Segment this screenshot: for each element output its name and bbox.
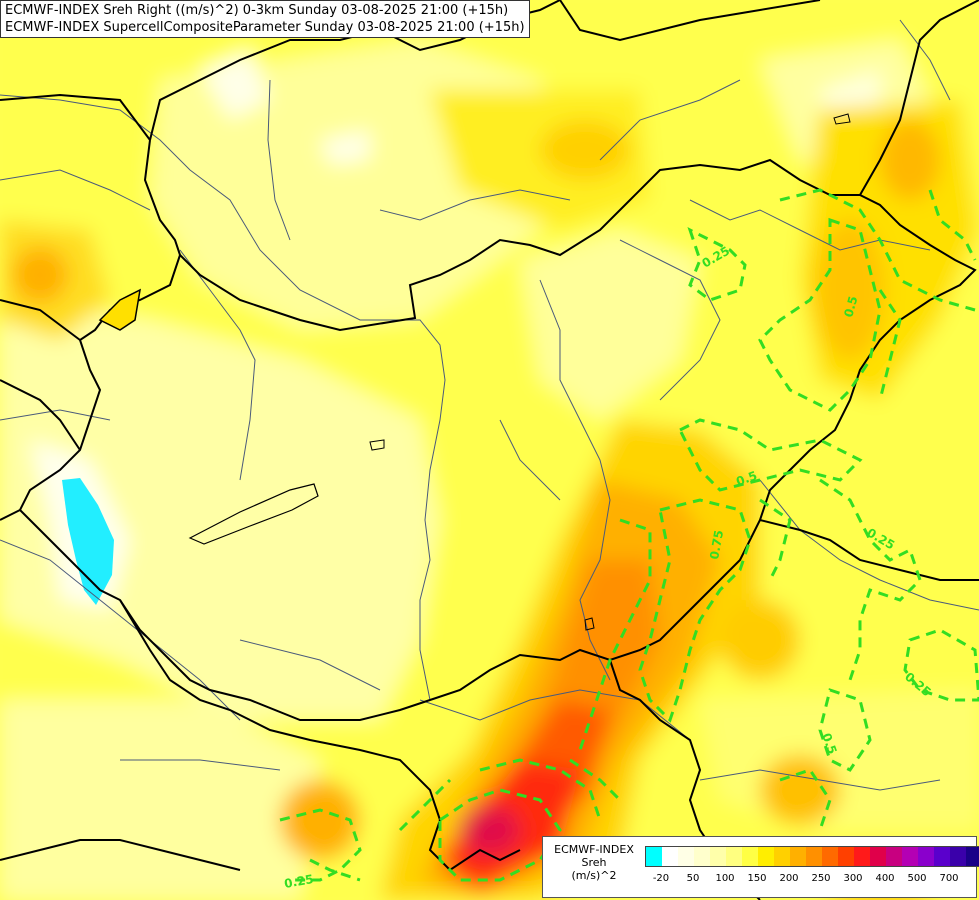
legend-swatch [966,847,979,866]
legend-swatch [726,847,742,866]
small-lake-3 [584,617,595,631]
legend-swatch [806,847,822,866]
legend-swatch [822,847,838,866]
header-line-1: ECMWF-INDEX Sreh Right ((m/s)^2) 0-3km S… [5,3,509,18]
legend-swatch [742,847,758,866]
legend-swatch [838,847,854,866]
legend-swatch [774,847,790,866]
lake-balaton [188,483,319,545]
legend-tick: 100 [715,873,735,884]
legend-tick: 700 [939,873,959,884]
scp-contours [279,188,979,882]
legend-tick: -20 [652,873,670,884]
legend-swatch [918,847,934,866]
map-header: ECMWF-INDEX Sreh Right ((m/s)^2) 0-3km S… [0,0,530,38]
legend-tick: 400 [875,873,895,884]
legend-swatch [870,847,886,866]
legend-swatch [662,847,678,866]
legend-swatch [694,847,710,866]
contour-label: 0.25 [283,872,315,891]
legend-swatch [902,847,918,866]
legend-tick: 500 [907,873,927,884]
legend-swatches [645,846,979,867]
legend-swatch [790,847,806,866]
legend-title-line-1: ECMWF-INDEX [554,843,634,856]
legend-tick: 50 [686,873,700,884]
small-lake-2 [833,113,851,125]
legend-swatch [758,847,774,866]
contour-label: 0.5 [734,468,759,488]
contour-label: 0.75 [707,529,726,561]
legend-tick: 250 [811,873,831,884]
legend-title-line-3: (m/s)^2 [571,869,617,882]
header-line-2: ECMWF-INDEX SupercellCompositeParameter … [5,20,525,35]
negative-sreh-patch [62,478,114,605]
legend-swatch [854,847,870,866]
legend-title-line-2: Sreh [581,856,607,869]
legend-swatch [646,847,662,866]
legend-swatch [934,847,950,866]
contour-labels: 0.25 0.5 0.5 0.75 0.25 0.25 0.5 0.25 [283,244,934,891]
legend-swatch [886,847,902,866]
legend-tick: 150 [747,873,767,884]
legend-title: ECMWF-INDEX Sreh (m/s)^2 [546,843,642,882]
contour-label: 0.5 [819,731,839,756]
contour-label: 0.5 [841,295,860,319]
legend-tick: 200 [779,873,799,884]
rivers [0,19,979,791]
legend-swatch [678,847,694,866]
small-lake-1 [369,439,385,451]
color-legend: ECMWF-INDEX Sreh (m/s)^2 -20 50 100 150 200 2… [542,836,979,898]
legend-ticks: -20 50 100 150 200 250 300 400 500 700 [645,873,975,887]
legend-swatch [950,847,966,866]
legend-swatch [710,847,726,866]
legend-tick: 300 [843,873,863,884]
